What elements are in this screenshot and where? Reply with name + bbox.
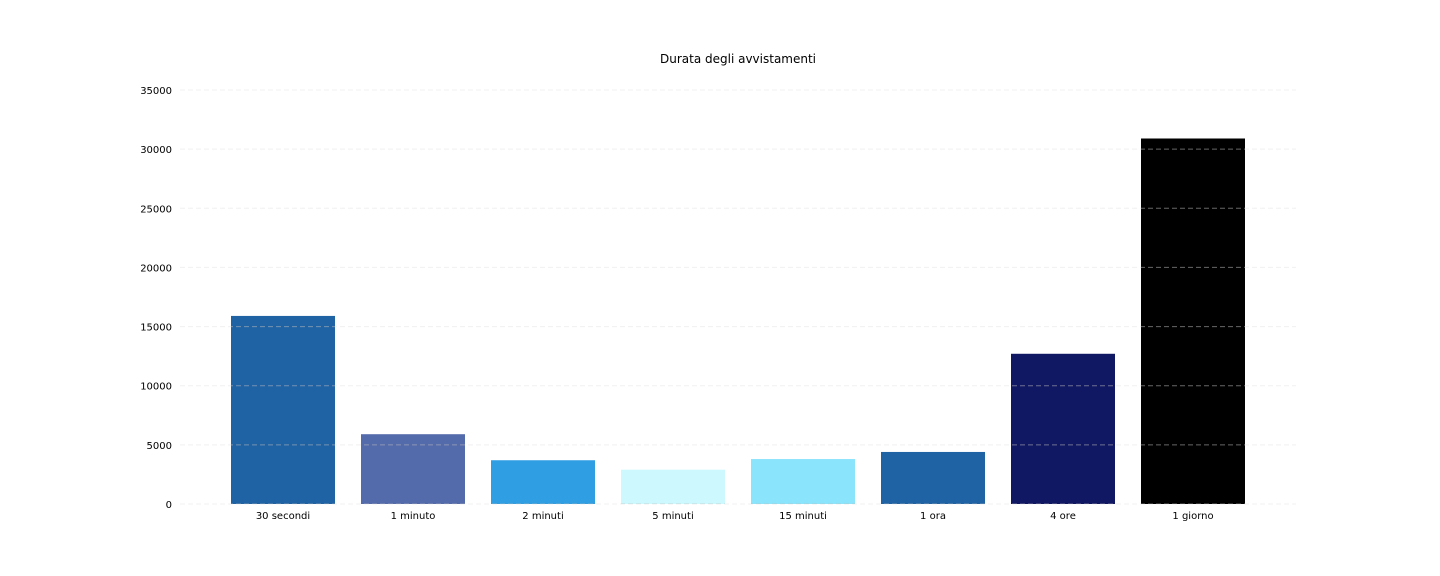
y-tick-label: 5000 <box>147 441 172 452</box>
grid-lines-over-bars <box>231 148 1245 505</box>
chart-title: Durata degli avvistamenti <box>660 52 816 66</box>
y-tick-label: 15000 <box>140 323 172 334</box>
y-tick-label: 35000 <box>140 86 172 97</box>
bar-1-minuto <box>361 434 465 504</box>
bar-4-ore <box>1011 353 1115 504</box>
y-tick-label: 25000 <box>140 204 172 215</box>
x-tick-label: 30 secondi <box>256 511 310 522</box>
y-tick-label: 30000 <box>140 145 172 156</box>
bar-15-minuti <box>751 459 855 504</box>
y-tick-label: 0 <box>166 500 172 511</box>
x-tick-label: 5 minuti <box>652 511 693 522</box>
x-axis-ticks: 30 secondi 1 minuto 2 minuti 5 minuti 15 min… <box>256 511 1214 522</box>
bar-1-giorno <box>1141 138 1245 505</box>
x-tick-label: 1 giorno <box>1172 511 1213 522</box>
bar-2-minuti <box>491 460 595 504</box>
bar-30-secondi <box>231 315 335 504</box>
x-tick-label: 15 minuti <box>779 511 827 522</box>
x-tick-label: 4 ore <box>1050 511 1076 522</box>
y-tick-label: 20000 <box>140 263 172 274</box>
y-tick-label: 10000 <box>140 382 172 393</box>
x-tick-label: 1 ora <box>920 511 946 522</box>
bar-1-ora <box>881 451 985 504</box>
bars <box>231 138 1245 505</box>
x-tick-label: 2 minuti <box>522 511 563 522</box>
x-tick-label: 1 minuto <box>391 511 436 522</box>
y-axis-ticks: 0 5000 10000 15000 20000 25000 30000 35000 <box>140 86 172 511</box>
grid-lines-background <box>180 89 1296 505</box>
bar-5-minuti <box>621 469 725 504</box>
